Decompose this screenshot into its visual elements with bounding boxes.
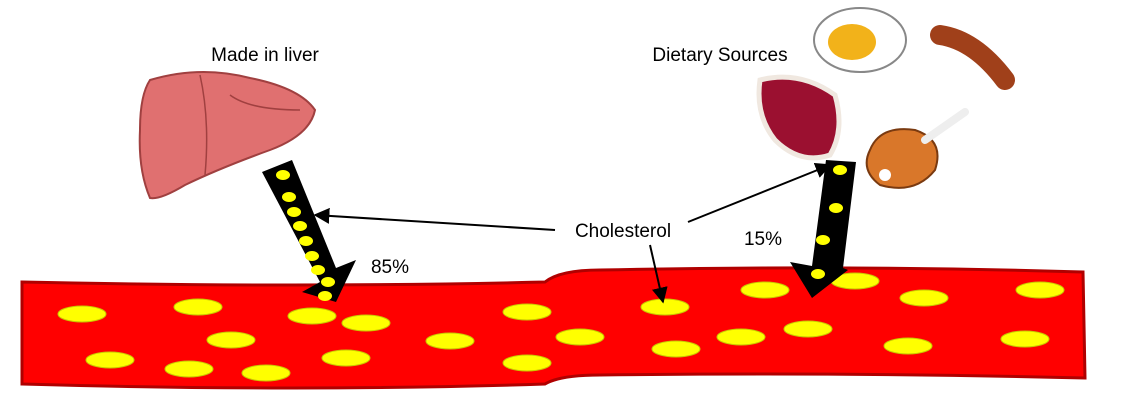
blood-vessel [20, 266, 1087, 390]
sausage-icon [930, 25, 1015, 90]
dietary-share-label: 15% [744, 229, 782, 250]
dietary-label: Dietary Sources [652, 45, 787, 66]
liver-icon [138, 70, 317, 200]
cholesterol-particles [57, 272, 1065, 382]
cholesterol-label: Cholesterol [575, 221, 671, 242]
pointer-arrows [313, 162, 832, 304]
liver-label: Made in liver [211, 45, 319, 66]
dietary-flow-arrow [790, 160, 856, 298]
meat-icon [756, 74, 842, 161]
egg-icon [813, 7, 907, 73]
liver-share-label: 85% [371, 257, 409, 278]
chicken-leg-icon [865, 108, 969, 189]
liver-flow-arrow [262, 160, 356, 302]
